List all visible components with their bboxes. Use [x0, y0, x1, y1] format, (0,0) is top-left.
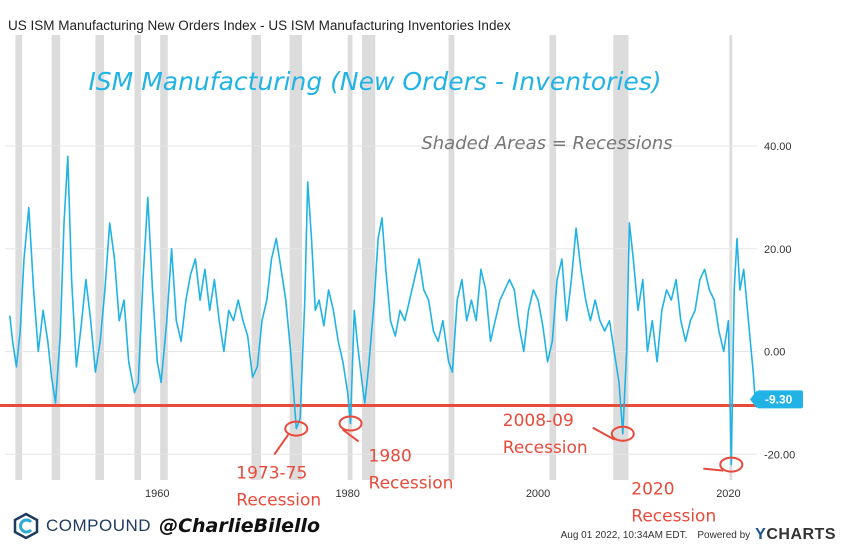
- recession-band: [160, 35, 168, 480]
- compound-logo-icon: [13, 512, 39, 540]
- annotation-line1: 1973-75: [236, 464, 307, 484]
- annotations: 1973-75 Recession 1980 Recession 2008-09 Rece…: [236, 411, 744, 527]
- x-tick-label: 2000: [526, 488, 550, 500]
- annotation-line2: Recession: [369, 473, 454, 493]
- brand-name: COMPOUND: [46, 516, 152, 535]
- annotation-pointer: [592, 426, 616, 441]
- recession-note: Shaded Areas = Recessions: [421, 133, 672, 154]
- y-tick-label: -20.00: [764, 449, 795, 461]
- annotation-line2: Recession: [631, 507, 716, 527]
- recession-band: [729, 35, 733, 480]
- recession-band: [95, 35, 104, 480]
- y-axis-ticks: -20.00 0.00 20.00 40.00: [764, 141, 795, 461]
- recession-band: [347, 35, 353, 480]
- annotation-circle: [610, 425, 635, 442]
- y-tick-label: 40.00: [764, 141, 792, 153]
- compound-brand: COMPOUND @CharlieBilello: [12, 512, 320, 540]
- y-tick-label: 0.00: [764, 347, 785, 359]
- x-axis-ticks: 1960 1980 2000 2020: [145, 488, 741, 500]
- recession-band: [361, 35, 376, 480]
- x-tick-label: 1980: [335, 488, 359, 500]
- inner-chart-title: ISM Manufacturing (New Orders - Inventor…: [88, 67, 661, 96]
- recession-band: [51, 35, 61, 480]
- author-handle: @CharlieBilello: [159, 515, 321, 537]
- timestamp: Aug 01 2022, 10:34AM EDT.: [560, 529, 688, 541]
- ycharts-y: Y: [755, 526, 767, 543]
- recession-band: [448, 35, 455, 480]
- recession-bands: [15, 35, 733, 480]
- ycharts-rest: CHARTS: [766, 526, 836, 543]
- recession-band: [251, 35, 262, 480]
- last-value-label: -9.30: [765, 392, 793, 406]
- annotation-line2: Recession: [236, 491, 321, 511]
- last-value-badge: -9.30: [750, 390, 803, 409]
- annotation-circle: [719, 456, 744, 473]
- annotation-pointer: [341, 428, 360, 443]
- last-value-badge-bg: [757, 390, 803, 409]
- annotation-line1: 2008-09: [503, 411, 574, 431]
- recession-band: [15, 35, 23, 480]
- footer-source: Aug 01 2022, 10:34AM EDT. Powered by YCH…: [561, 526, 836, 544]
- annotation-line1: 2020: [631, 480, 674, 500]
- y-tick-label: 20.00: [764, 244, 792, 256]
- x-tick-label: 1960: [145, 488, 169, 500]
- last-value-badge-pointer: [750, 390, 757, 409]
- chart-title: US ISM Manufacturing New Orders Index - …: [8, 18, 511, 33]
- annotation-pointer: [273, 434, 290, 456]
- ycharts-logo: YCHARTS: [755, 526, 836, 544]
- powered-by: Powered by: [697, 529, 751, 541]
- annotation-line1: 1980: [369, 446, 412, 466]
- recession-band: [549, 35, 557, 480]
- recession-band: [134, 35, 142, 480]
- annotation-circle: [284, 420, 309, 437]
- annotation-pointer: [703, 467, 724, 472]
- x-tick-label: 2020: [716, 488, 740, 500]
- series-line: [9, 155, 756, 466]
- annotation-circle: [338, 415, 363, 432]
- annotation-line2: Recession: [503, 438, 588, 458]
